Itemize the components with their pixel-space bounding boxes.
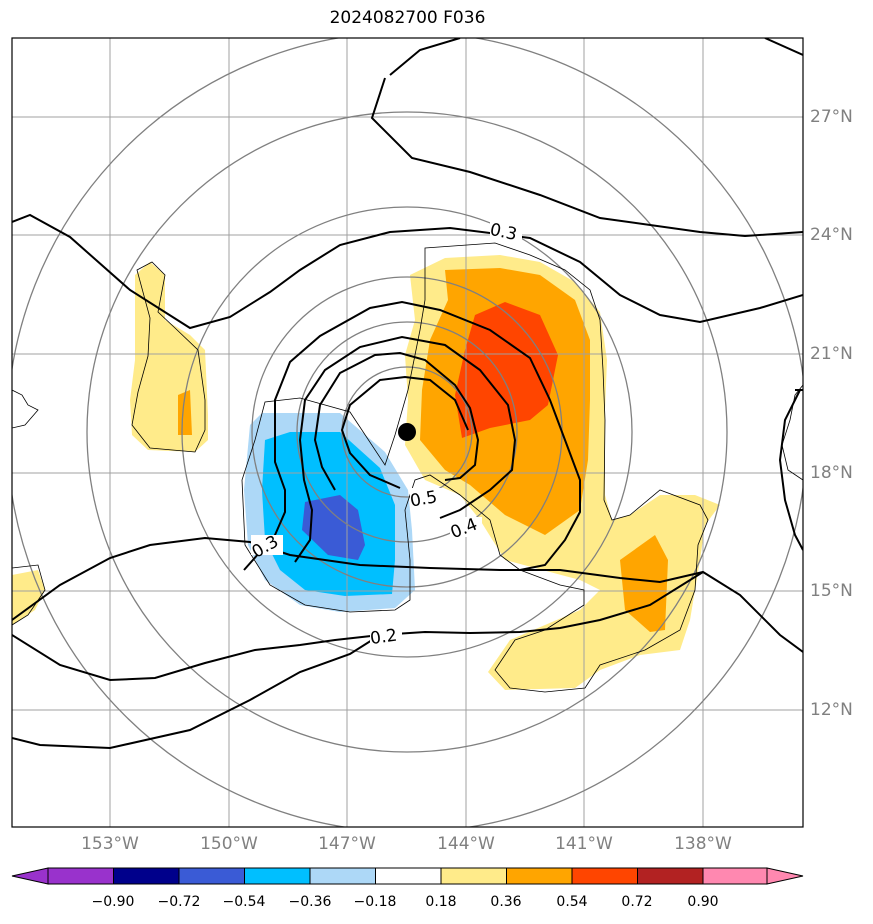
negative-anomaly-fill xyxy=(244,413,415,612)
colorbar-extend-high xyxy=(766,867,804,885)
colorbar-tick: −0.72 xyxy=(157,894,201,910)
lat-label-24n: 24°N xyxy=(810,225,853,245)
colorbar-tick: −0.18 xyxy=(353,894,397,910)
contour-lines xyxy=(12,38,803,750)
colorbar-bin xyxy=(440,867,507,885)
colorbar-bin xyxy=(309,867,376,885)
lat-label-21n: 21°N xyxy=(810,344,853,364)
colorbar-tick: 0.54 xyxy=(556,894,588,910)
colorbar-bin xyxy=(244,867,311,885)
colorbar-bin xyxy=(113,867,180,885)
colorbar xyxy=(11,867,804,885)
lat-label-27n: 27°N xyxy=(810,107,853,127)
colorbar-bin xyxy=(637,867,704,885)
contour-label-0-2: 0.2 xyxy=(369,626,399,650)
lon-label-144w: 144°W xyxy=(437,834,495,854)
contour-label-group: 0.3 0.5 0.4 0.3 0.2 xyxy=(249,220,522,649)
colorbar-tick: −0.36 xyxy=(288,894,332,910)
lon-label-150w: 150°W xyxy=(200,834,258,854)
colorbar-tick: 0.18 xyxy=(425,894,457,910)
colorbar-extend-low xyxy=(11,867,49,885)
colorbar-bin xyxy=(571,867,638,885)
lat-label-15n: 15°N xyxy=(810,581,853,601)
map-frame xyxy=(11,37,804,828)
colorbar-bin xyxy=(506,867,573,885)
colorbar-bin xyxy=(178,867,245,885)
lon-label-141w: 141°W xyxy=(555,834,613,854)
lat-label-12n: 12°N xyxy=(810,700,853,720)
storm-center-marker xyxy=(398,423,416,441)
lon-label-147w: 147°W xyxy=(318,834,376,854)
contour-label-0-5: 0.5 xyxy=(409,487,439,511)
lon-label-153w: 153°W xyxy=(81,834,139,854)
outline-thin xyxy=(12,242,803,693)
range-rings xyxy=(12,38,803,827)
colorbar-tick: −0.54 xyxy=(222,894,266,910)
graticule xyxy=(12,38,803,827)
lat-label-18n: 18°N xyxy=(810,463,853,483)
colorbar-tick: 0.72 xyxy=(621,894,653,910)
map-title: 2024082700 F036 xyxy=(329,8,486,28)
colorbar-tick: 0.90 xyxy=(687,894,719,910)
colorbar-bin xyxy=(375,867,442,885)
colorbar-bin xyxy=(47,867,114,885)
colorbar-tick: −0.90 xyxy=(91,894,135,910)
lon-label-138w: 138°W xyxy=(674,834,732,854)
colorbar-bin xyxy=(702,867,768,885)
colorbar-tick: 0.36 xyxy=(490,894,522,910)
